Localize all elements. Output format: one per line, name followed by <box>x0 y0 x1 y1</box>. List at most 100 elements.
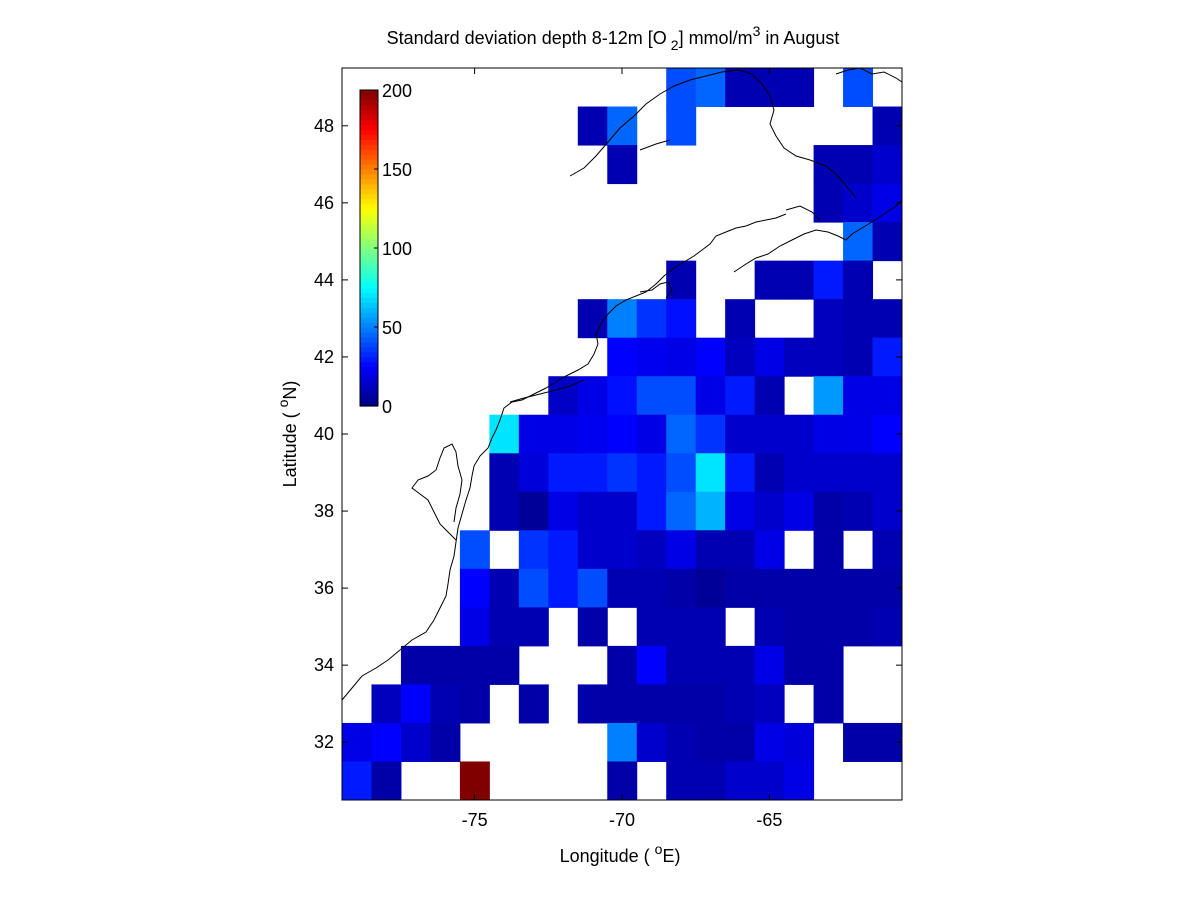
heatmap-cell <box>430 645 461 685</box>
title-prefix: Standard deviation depth 8-12m [O <box>387 28 667 48</box>
colorbar-band <box>360 144 378 150</box>
colorbar-band <box>360 193 378 200</box>
heatmap-cell <box>607 453 638 493</box>
colorbar-band <box>360 109 378 116</box>
heatmap-cell <box>666 530 697 570</box>
heatmap-cell <box>754 491 785 531</box>
heatmap-cell <box>577 607 608 647</box>
colorbar-band <box>360 297 378 303</box>
heatmap-cell <box>813 260 844 300</box>
heatmap-cell <box>872 145 903 185</box>
colorbar-band <box>360 129 378 136</box>
heatmap-cell <box>636 684 667 724</box>
colorbar-band <box>360 248 378 254</box>
heatmap-cell <box>784 337 815 377</box>
heatmap-cell <box>607 414 638 454</box>
x-axis-ticks: -75 -70 -65 <box>462 68 782 830</box>
colorbar-band <box>360 277 378 284</box>
x-tick-label: -75 <box>462 810 488 830</box>
heatmap-cell <box>872 376 903 416</box>
heatmap-cell <box>843 722 874 762</box>
heatmap-cell <box>489 645 520 685</box>
colorbar-tick-label: 0 <box>382 397 392 417</box>
heatmap-cell <box>607 761 638 801</box>
heatmap-cell <box>725 761 756 801</box>
heatmap-cell <box>843 453 874 493</box>
x-tick-label: -65 <box>756 810 782 830</box>
heatmap-cell <box>518 453 549 493</box>
title-subscript: 2 <box>671 37 679 53</box>
colorbar-ticks: 0 50 100 150 200 <box>374 81 412 417</box>
heatmap-cell <box>489 453 520 493</box>
heatmap-cell <box>695 414 726 454</box>
heatmap-cell <box>843 299 874 339</box>
colorbar-band <box>360 164 378 170</box>
heatmap-cell <box>813 491 844 531</box>
coastline-anticosti <box>639 139 671 151</box>
heatmap-cell <box>872 453 903 493</box>
heatmap-cell <box>754 337 785 377</box>
heatmap-cell <box>813 337 844 377</box>
colorbar-band <box>360 243 378 249</box>
heatmap-cell <box>725 337 756 377</box>
heatmap-cell <box>666 645 697 685</box>
colorbar-band <box>360 262 378 269</box>
heatmap-cell <box>695 607 726 647</box>
colorbar-band <box>360 198 378 205</box>
colorbar-band <box>360 218 378 224</box>
heatmap-cell <box>607 684 638 724</box>
heatmap-cell <box>636 568 667 608</box>
heatmap-cell <box>577 491 608 531</box>
heatmap-cell <box>430 684 461 724</box>
heatmap-cell <box>843 568 874 608</box>
heatmap-cell <box>813 414 844 454</box>
coastline-mainland <box>341 213 787 701</box>
heatmap-cell <box>607 568 638 608</box>
heatmap-cell <box>725 376 756 416</box>
colorbar-band <box>360 317 378 323</box>
heatmap-cell <box>577 453 608 493</box>
colorbar-band <box>360 124 378 131</box>
coastline-pei <box>785 205 821 221</box>
y-tick-label: 48 <box>314 116 334 136</box>
x-tick-label: -70 <box>609 810 635 830</box>
heatmap-cell <box>725 414 756 454</box>
heatmap-cell <box>489 491 520 531</box>
heatmap-cell <box>813 299 844 339</box>
y-axis-ticks: 32 34 36 38 40 42 44 46 48 <box>314 116 902 752</box>
heatmap-cell <box>843 68 874 108</box>
colorbar-band <box>360 302 378 308</box>
heatmap-cell <box>548 453 579 493</box>
heatmap-cell <box>872 222 903 262</box>
heatmap-cell <box>577 568 608 608</box>
colorbar-band <box>360 213 378 219</box>
colorbar-band <box>360 356 378 363</box>
x-axis-label: Longitude ( oE) <box>560 841 681 866</box>
heatmap-cell <box>872 299 903 339</box>
heatmap-cell <box>754 414 785 454</box>
y-label-suffix: N) <box>280 381 300 400</box>
colorbar-band <box>360 331 378 338</box>
heatmap-cell <box>784 453 815 493</box>
colorbar-band <box>360 312 378 318</box>
heatmap-cell <box>400 645 431 685</box>
heatmap-cell <box>371 722 402 762</box>
heatmap-cell <box>725 645 756 685</box>
chart-title: Standard deviation depth 8-12m [O 2] mmol… <box>387 23 840 53</box>
colorbar-band <box>360 223 378 229</box>
colorbar-band <box>360 159 378 165</box>
heatmap-cell <box>666 414 697 454</box>
x-label-prefix: Longitude ( <box>560 846 655 866</box>
heatmap-cell <box>636 607 667 647</box>
heatmap-cell <box>725 684 756 724</box>
heatmap-cell <box>754 568 785 608</box>
heatmap-cell <box>784 607 815 647</box>
colorbar-band <box>360 178 378 185</box>
heatmap-cell <box>754 453 785 493</box>
heatmap-cell <box>695 491 726 531</box>
heatmap-cell <box>695 530 726 570</box>
colorbar-tick-label: 100 <box>382 239 412 259</box>
colorbar-band <box>360 366 378 373</box>
heatmap-cell <box>548 491 579 531</box>
heatmap-cell <box>518 491 549 531</box>
